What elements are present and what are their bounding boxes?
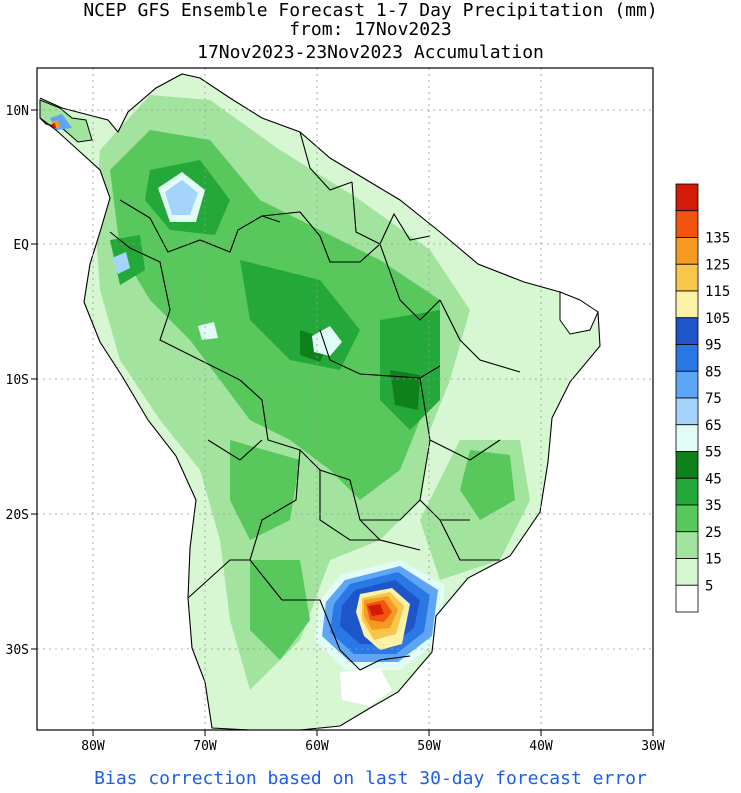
precip-25d <box>250 560 310 660</box>
colorbar-label: 115 <box>705 284 730 300</box>
lat-label-20s: 20S <box>6 508 29 523</box>
map-subtitle-date: from: 17Nov2023 <box>289 19 452 40</box>
precip-dry <box>340 668 392 706</box>
colorbar-swatch <box>675 290 699 319</box>
colorbar-swatch <box>675 263 699 292</box>
lon-label-60w: 60W <box>305 739 329 754</box>
colorbar-label: 75 <box>705 391 722 407</box>
colorbar-label: 125 <box>705 257 730 273</box>
colorbar-swatch <box>675 424 699 452</box>
colorbar-swatch <box>675 183 699 212</box>
lon-label-80w: 80W <box>81 739 105 754</box>
colorbar-legend: 135 125 115 105 95 85 75 65 55 45 35 25 15 5 <box>675 183 730 613</box>
colorbar-swatch <box>675 477 699 506</box>
bias-correction-note: Bias correction based on last 30-day for… <box>94 768 647 789</box>
colorbar-swatch <box>675 531 699 559</box>
precip-65 <box>165 180 198 215</box>
precip-25c <box>460 450 515 520</box>
colorbar-label: 55 <box>705 445 722 461</box>
colorbar-swatch <box>675 504 699 533</box>
colorbar-swatch <box>675 584 699 613</box>
colorbar-label: 35 <box>705 498 722 514</box>
lat-label-10n: 10N <box>6 104 29 119</box>
colorbar-label: 105 <box>705 311 730 327</box>
colorbar-swatch <box>675 397 699 426</box>
colorbar-label: 85 <box>705 364 722 380</box>
lat-label-eq: EQ <box>13 238 29 253</box>
precip-45 <box>390 370 420 410</box>
colorbar-label: 5 <box>705 578 713 594</box>
lon-label-70w: 70W <box>193 739 217 754</box>
colorbar-label: 65 <box>705 418 722 434</box>
lon-label-30w: 30W <box>641 739 665 754</box>
precip-65b <box>112 252 130 274</box>
precip-55b <box>312 326 342 356</box>
colorbar-swatch <box>675 317 699 345</box>
country-borders <box>39 73 601 730</box>
map-frame <box>36 67 654 731</box>
colorbar-label: 95 <box>705 338 722 354</box>
colorbar-label: 135 <box>705 231 730 247</box>
lat-label-30s: 30S <box>6 643 29 658</box>
lon-label-40w: 40W <box>529 739 553 754</box>
map-subtitle-period: 17Nov2023-23Nov2023 Accumulation <box>197 42 544 63</box>
colorbar-swatch <box>675 237 699 265</box>
precip-25b <box>230 440 300 540</box>
axis-ticks <box>31 109 654 736</box>
ne-coast <box>559 291 599 335</box>
colorbar-label: 45 <box>705 471 722 487</box>
precip-55c <box>198 322 218 340</box>
colorbar-label: 15 <box>705 552 722 568</box>
colorbar-swatch <box>675 370 699 399</box>
colorbar-swatch <box>675 210 699 238</box>
map-title: NCEP GFS Ensemble Forecast 1-7 Day Preci… <box>83 0 658 21</box>
colorbar-swatch <box>675 558 699 586</box>
lat-label-10s: 10S <box>6 373 29 388</box>
gridlines <box>37 68 653 730</box>
lon-label-50w: 50W <box>417 739 441 754</box>
colorbar-label: 25 <box>705 525 722 541</box>
colorbar-swatch <box>675 344 699 372</box>
colorbar-swatch <box>675 451 699 479</box>
precip-max <box>368 604 384 616</box>
